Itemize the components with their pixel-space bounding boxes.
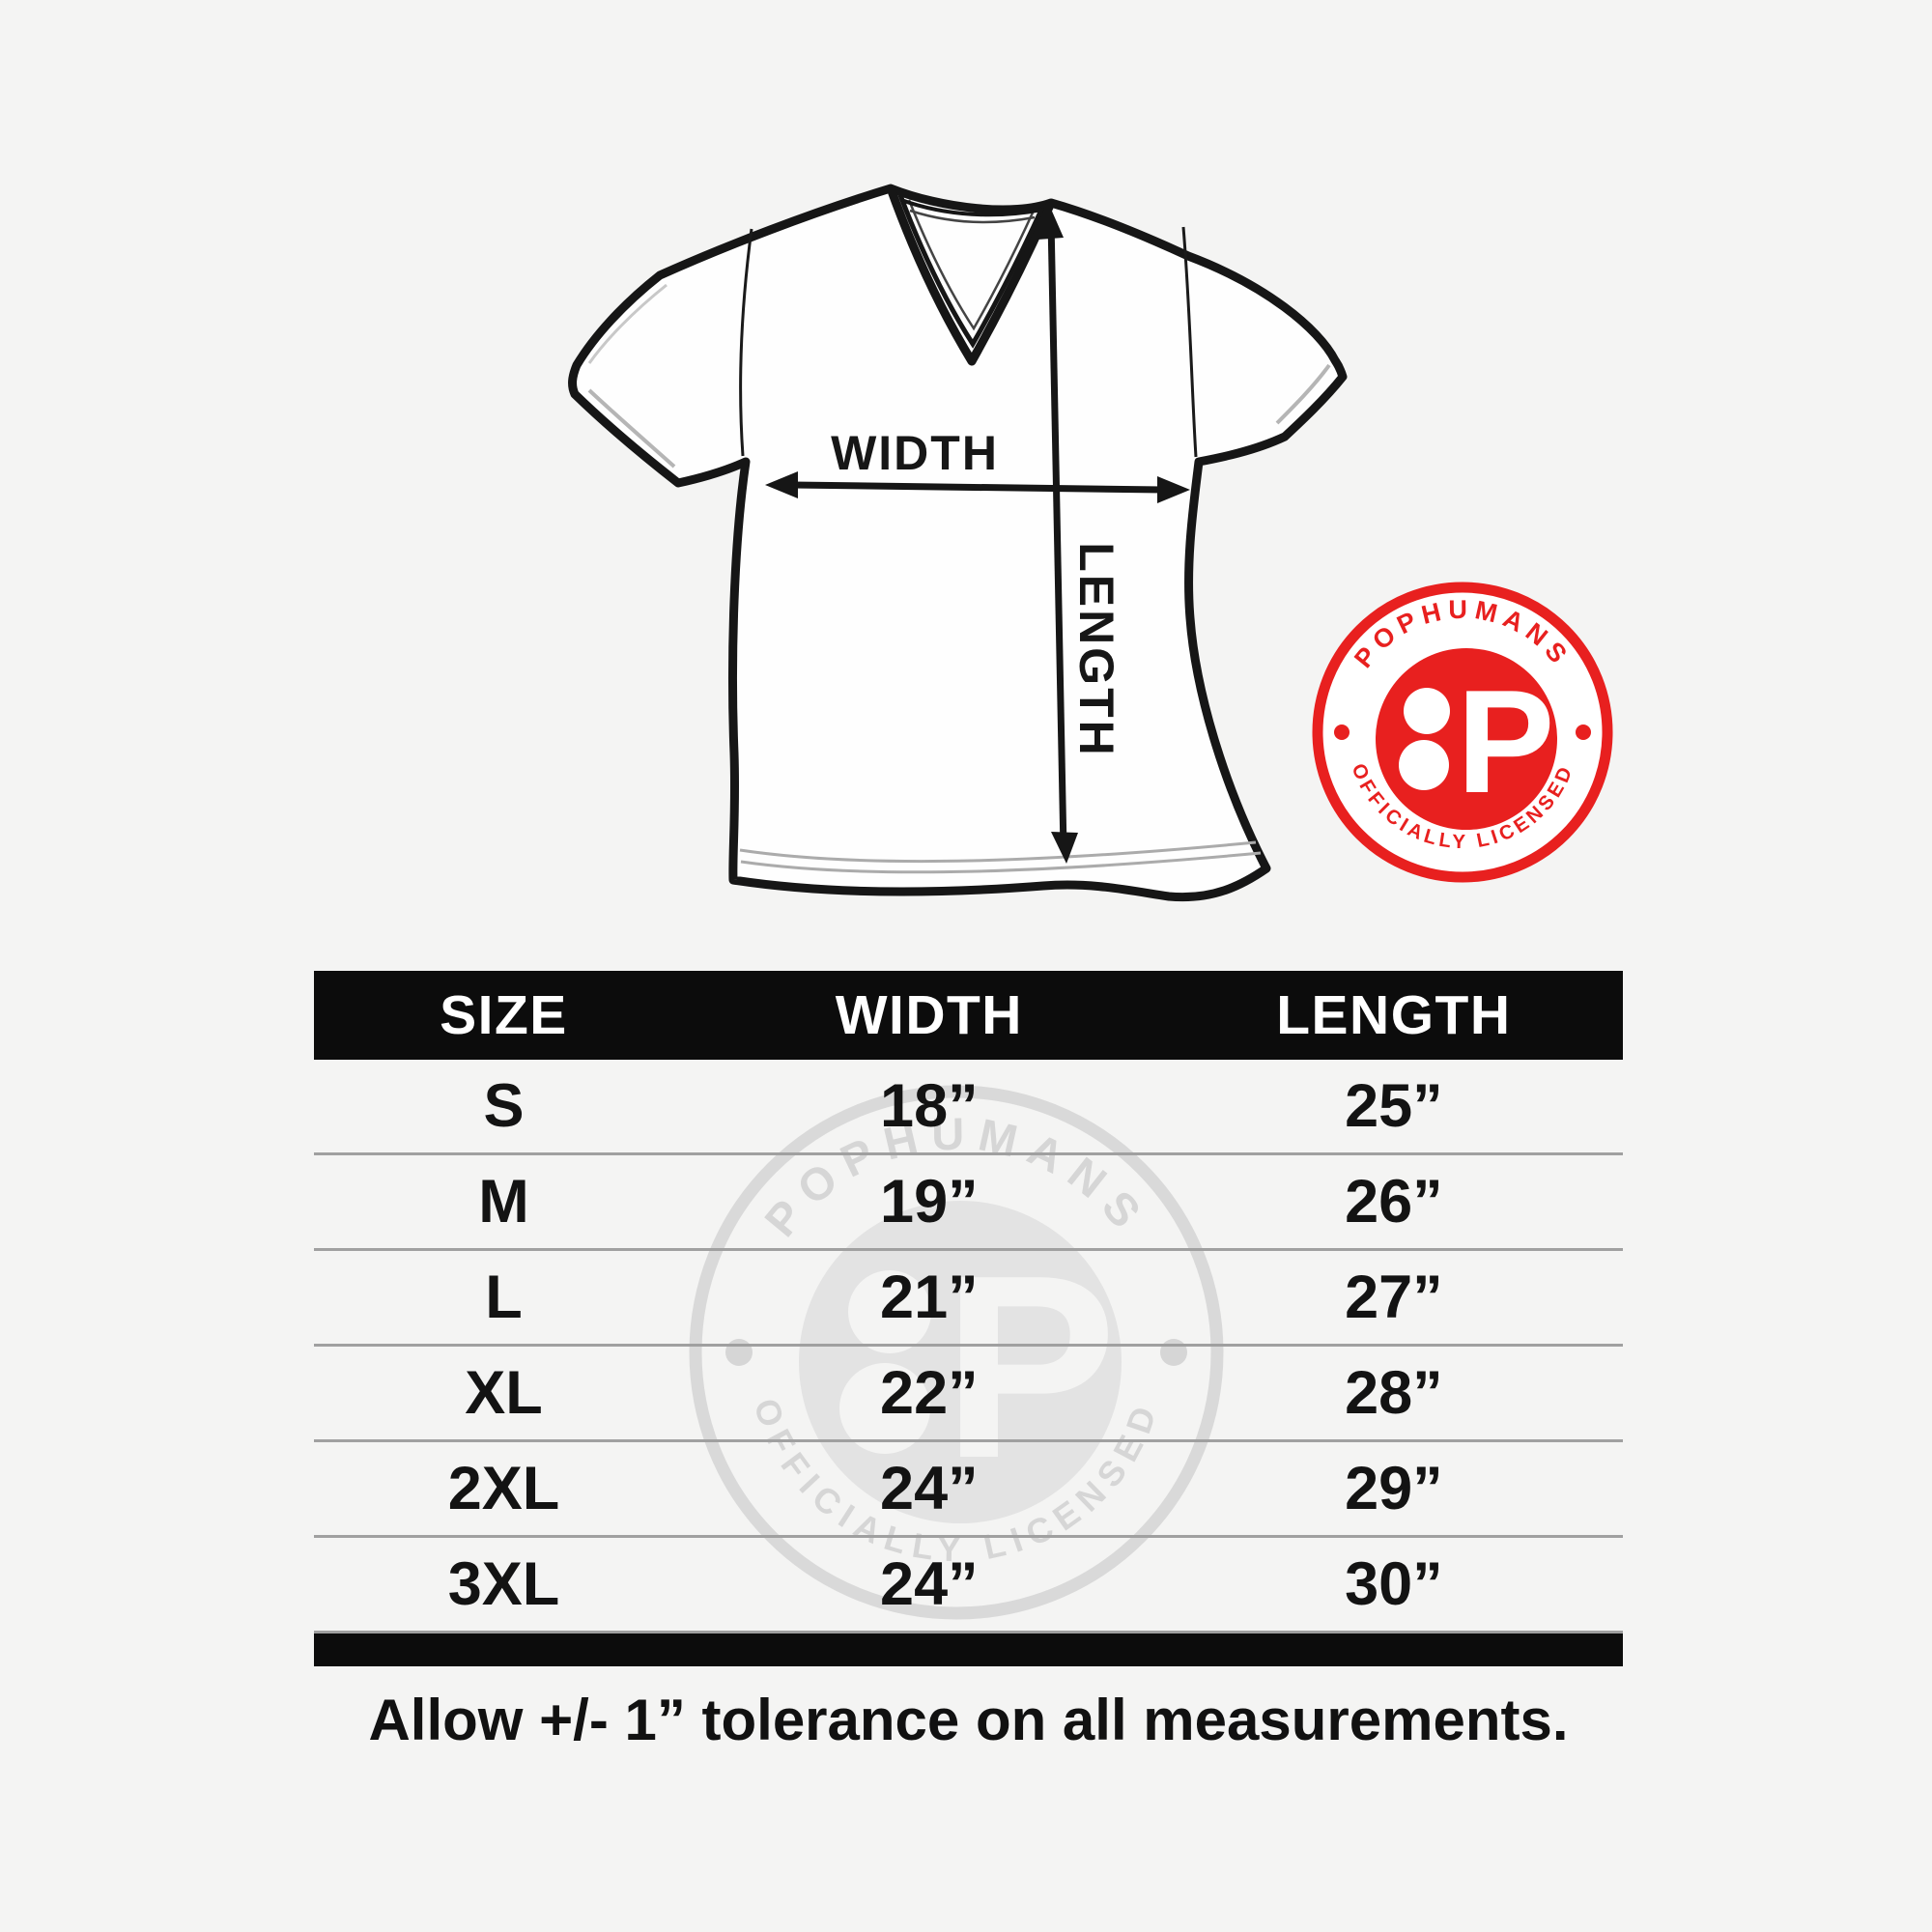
table-row: S 18” 25” [314,1060,1623,1155]
left-cuff-stitch [587,388,676,469]
badge-colon-bottom [1399,740,1449,790]
width-cell: 22” [880,1359,979,1427]
right-armhole-seam [1181,226,1198,458]
width-cell: 19” [880,1168,979,1236]
vneck-collar-inner [907,199,1036,331]
back-collar-line1 [900,198,1043,217]
length-cell: 28” [1345,1359,1443,1427]
vneck-collar-outer [886,186,1056,366]
width-arrowhead-left [765,471,798,498]
badge-monogram: P [1457,660,1554,824]
hem-stitch-upper [739,840,1257,864]
badge-right-dot [1576,724,1591,740]
size-cell: M [478,1168,529,1236]
length-arrow [1037,207,1078,864]
table-header-row: SIZE WIDTH LENGTH [314,971,1623,1060]
left-armhole-seam [739,228,753,457]
header-size: SIZE [440,984,568,1046]
length-cell: 27” [1345,1264,1443,1331]
table-row: L 21” 27” [314,1251,1623,1347]
table-bottom-bar [314,1634,1623,1666]
width-cell: 21” [880,1264,979,1331]
table-row: 3XL 24” 30” [314,1538,1623,1634]
size-cell: 3XL [447,1550,560,1618]
size-cell: 2XL [447,1455,560,1522]
size-table: SIZE WIDTH LENGTH S 18” 25” M 19” 26” L … [314,971,1623,1666]
header-width: WIDTH [835,984,1023,1046]
header-length: LENGTH [1276,984,1512,1046]
length-cell: 30” [1345,1550,1443,1618]
size-cell: XL [465,1359,543,1427]
watermark-badge: POPHUMANS OFFICIALLY LICENSED P [689,1085,1224,1620]
width-arrowhead-right [1157,476,1190,503]
left-sleeve-shade-line [587,283,668,364]
length-arrowhead-top [1037,207,1064,240]
watermark-monogram: P [943,1222,1117,1513]
width-label: WIDTH [831,426,999,480]
width-arrow [765,471,1190,503]
length-cell: 29” [1345,1455,1443,1522]
tshirt-outline [568,184,1348,902]
table-row: XL 22” 28” [314,1347,1623,1442]
table-row: M 19” 26” [314,1155,1623,1251]
length-cell: 25” [1345,1072,1443,1140]
watermark-ring [689,1085,1224,1620]
length-arrowhead-bottom [1051,832,1078,864]
tolerance-note: Allow +/- 1” tolerance on all measuremen… [368,1688,1569,1752]
back-collar-line2 [909,209,1036,224]
licensed-badge: POPHUMANS OFFICIALLY LICENSED P [1312,582,1613,883]
size-cell: S [483,1072,525,1140]
table-row: 2XL 24” 29” [314,1442,1623,1538]
watermark-colon-top [848,1270,931,1353]
watermark-colon-bottom [839,1363,930,1454]
length-label: LENGTH [1069,542,1123,758]
size-cell: L [485,1264,523,1331]
right-cuff-stitch [1275,363,1331,425]
width-cell: 24” [880,1455,979,1522]
width-cell: 24” [880,1550,979,1618]
vneck-collar-mid [897,194,1045,349]
tshirt-illustration: WIDTH LENGTH [568,184,1348,902]
length-cell: 26” [1345,1168,1443,1236]
badge-left-dot [1334,724,1350,740]
hem-stitch-lower [740,851,1262,874]
width-cell: 18” [880,1072,979,1140]
badge-colon-top [1404,688,1450,734]
